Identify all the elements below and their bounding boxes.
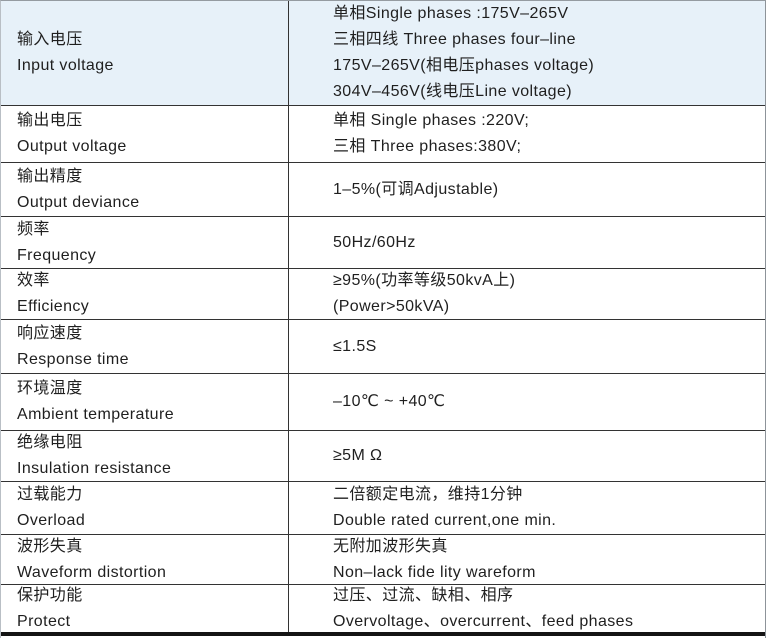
spec-value-line: 单相Single phases :175V–265V — [333, 5, 569, 22]
spec-value-cell: ≥5M Ω — [289, 431, 765, 481]
spec-name-zh: 输出电压 — [17, 112, 83, 129]
spec-value-cell: ≤1.5S — [289, 320, 765, 373]
spec-name-en: Protect — [17, 612, 71, 630]
spec-value-cell: ≥95%(功率等级50kvA上) (Power>50kVA) — [289, 269, 765, 319]
spec-name-zh: 波形失真 — [17, 537, 83, 555]
table-row-waveform-distortion: 波形失真 Waveform distortion 无附加波形失真 Non–lac… — [1, 534, 765, 584]
table-row-input-voltage: 输入电压 Input voltage 单相Single phases :175V… — [1, 1, 765, 105]
table-row-output-deviance: 输出精度 Output deviance 1–5%(可调Adjustable) — [1, 162, 765, 216]
spec-name-en: Output deviance — [17, 193, 140, 211]
spec-value-line: 304V–456V(线电压Line voltage) — [333, 83, 572, 100]
spec-name-en: Output voltage — [17, 138, 127, 155]
table-row-output-voltage: 输出电压 Output voltage 单相 Single phases :22… — [1, 105, 765, 162]
spec-value-cell: 过压、过流、缺相、相序 Overvoltage、overcurrent、feed… — [289, 585, 765, 632]
spec-name-zh: 过载能力 — [17, 486, 83, 503]
spec-name-zh: 环境温度 — [17, 380, 83, 397]
spec-name-zh: 频率 — [17, 220, 50, 238]
spec-name-cell: 绝缘电阻 Insulation resistance — [1, 431, 289, 481]
spec-value-line: 过压、过流、缺相、相序 — [333, 586, 514, 604]
spec-value-line: Overvoltage、overcurrent、feed phases — [333, 612, 634, 630]
spec-name-zh: 效率 — [17, 272, 50, 289]
spec-name-en: Input voltage — [17, 57, 114, 74]
table-row-efficiency: 效率 Efficiency ≥95%(功率等级50kvA上) (Power>50… — [1, 268, 765, 319]
spec-name-en: Overload — [17, 512, 86, 529]
spec-name-zh: 输出精度 — [17, 167, 83, 185]
spec-name-cell: 效率 Efficiency — [1, 269, 289, 319]
table-row-ambient-temperature: 环境温度 Ambient temperature –10℃ ~ +40℃ — [1, 373, 765, 430]
spec-value-line: –10℃ ~ +40℃ — [333, 393, 446, 410]
spec-value-line: Double rated current,one min. — [333, 512, 557, 529]
spec-value-line: (Power>50kVA) — [333, 298, 450, 315]
spec-value-cell: 无附加波形失真 Non–lack fide lity wareform — [289, 535, 765, 584]
table-row-overload: 过载能力 Overload 二倍额定电流，维持1分钟 Double rated … — [1, 481, 765, 534]
spec-value-line: 50Hz/60Hz — [333, 233, 416, 251]
spec-name-zh: 绝缘电阻 — [17, 434, 83, 451]
spec-name-zh: 输入电压 — [17, 31, 83, 48]
spec-name-en: Response time — [17, 350, 129, 368]
table-bottom-rule — [1, 632, 765, 636]
spec-value-cell: 1–5%(可调Adjustable) — [289, 163, 765, 216]
spec-value-line: 二倍额定电流，维持1分钟 — [333, 486, 523, 503]
table-row-response-time: 响应速度 Response time ≤1.5S — [1, 319, 765, 373]
spec-value-cell: 二倍额定电流，维持1分钟 Double rated current,one mi… — [289, 482, 765, 534]
spec-value-line: ≥5M Ω — [333, 447, 383, 464]
spec-name-en: Frequency — [17, 246, 97, 264]
spec-value-line: 三相 Three phases:380V; — [333, 138, 522, 155]
spec-value-line: Non–lack fide lity wareform — [333, 563, 536, 581]
spec-value-cell: 单相 Single phases :220V; 三相 Three phases:… — [289, 106, 765, 162]
spec-name-en: Insulation resistance — [17, 460, 172, 477]
spec-value-line: 无附加波形失真 — [333, 537, 448, 555]
spec-name-en: Ambient temperature — [17, 406, 175, 423]
spec-value-cell: 50Hz/60Hz — [289, 217, 765, 268]
table-row-insulation-resistance: 绝缘电阻 Insulation resistance ≥5M Ω — [1, 430, 765, 481]
spec-name-cell: 保护功能 Protect — [1, 585, 289, 632]
spec-value-line: ≤1.5S — [333, 337, 377, 355]
spec-name-en: Waveform distortion — [17, 563, 167, 581]
spec-value-line: 1–5%(可调Adjustable) — [333, 180, 499, 198]
spec-name-cell: 环境温度 Ambient temperature — [1, 374, 289, 430]
spec-name-cell: 输出电压 Output voltage — [1, 106, 289, 162]
spec-name-en: Efficiency — [17, 298, 90, 315]
table-row-protect: 保护功能 Protect 过压、过流、缺相、相序 Overvoltage、ove… — [1, 584, 765, 632]
spec-value-cell: 单相Single phases :175V–265V 三相四线 Three ph… — [289, 1, 765, 105]
spec-name-cell: 过载能力 Overload — [1, 482, 289, 534]
spec-name-zh: 响应速度 — [17, 324, 83, 342]
spec-value-line: 三相四线 Three phases four–line — [333, 31, 576, 48]
spec-name-zh: 保护功能 — [17, 586, 83, 604]
spec-value-line: ≥95%(功率等级50kvA上) — [333, 272, 516, 289]
spec-name-cell: 输出精度 Output deviance — [1, 163, 289, 216]
spec-value-line: 单相 Single phases :220V; — [333, 112, 530, 129]
table-row-frequency: 频率 Frequency 50Hz/60Hz — [1, 216, 765, 268]
spec-value-cell: –10℃ ~ +40℃ — [289, 374, 765, 430]
spec-name-cell: 波形失真 Waveform distortion — [1, 535, 289, 584]
spec-name-cell: 频率 Frequency — [1, 217, 289, 268]
spec-value-line: 175V–265V(相电压phases voltage) — [333, 57, 595, 74]
spec-name-cell: 响应速度 Response time — [1, 320, 289, 373]
spec-name-cell: 输入电压 Input voltage — [1, 1, 289, 105]
